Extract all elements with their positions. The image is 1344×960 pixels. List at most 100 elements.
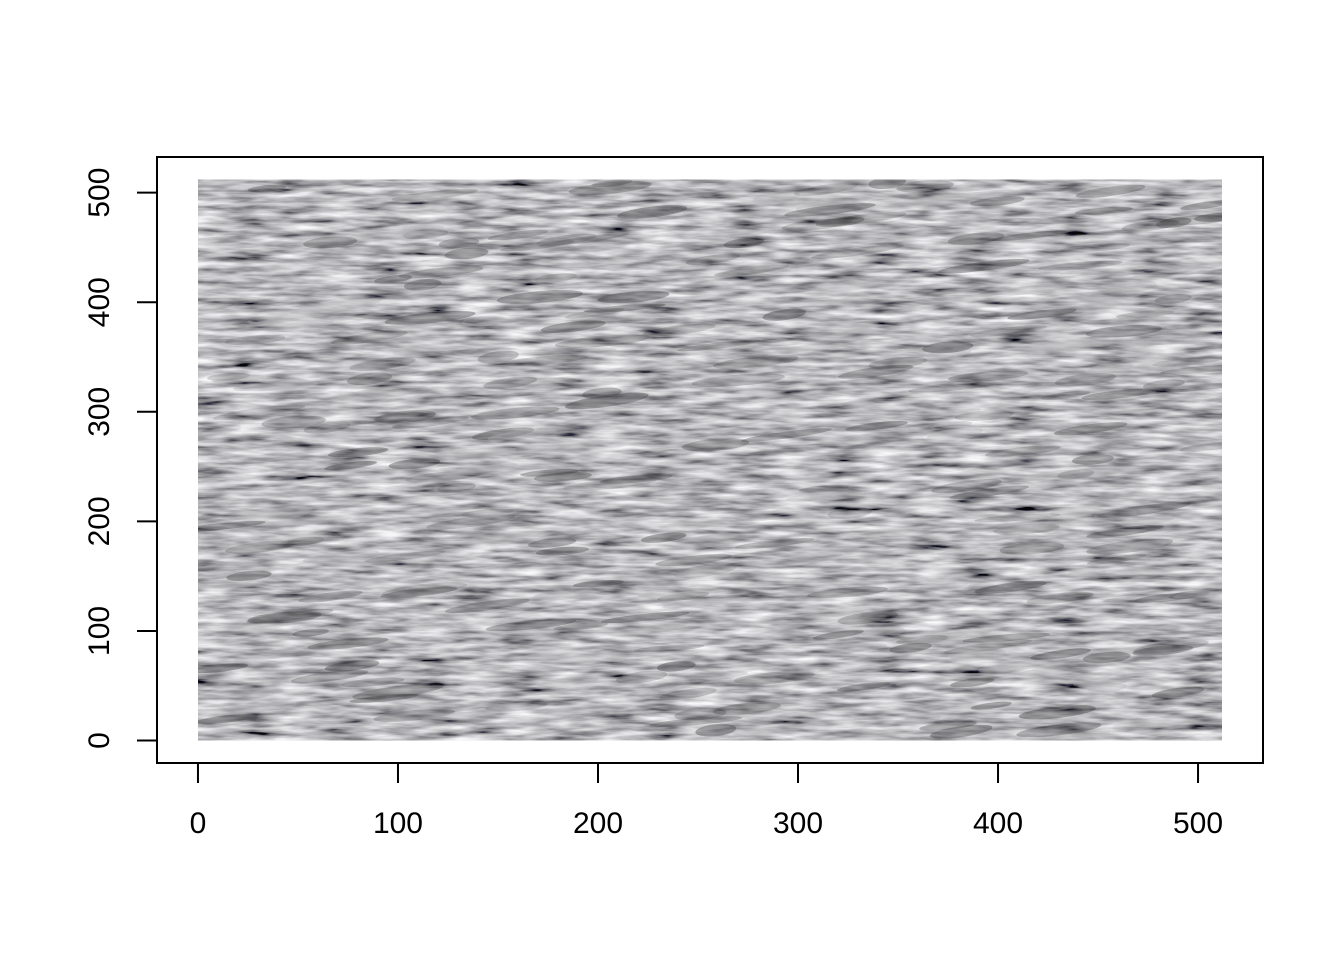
weave-stitch — [470, 406, 560, 420]
y-tick-label: 100 — [83, 606, 116, 656]
weave-stitch — [223, 701, 297, 714]
weave-stitch — [247, 184, 287, 193]
weave-stitch — [583, 303, 666, 313]
weave-stitch — [950, 677, 995, 688]
weave-stitch — [1003, 298, 1055, 311]
weave-stitch — [821, 228, 903, 243]
weave-stitch — [324, 460, 377, 471]
weave-stitch — [517, 377, 579, 388]
weave-stitch — [1081, 388, 1156, 400]
weave-stitch — [930, 471, 1001, 486]
weave-stitch — [318, 358, 401, 372]
y-tick-label: 200 — [83, 496, 116, 546]
weave-stitch — [1031, 517, 1115, 530]
weave-stitch — [726, 662, 767, 673]
weave-stitch — [867, 192, 957, 207]
weave-stitch — [233, 648, 313, 662]
weave-stitch — [1121, 219, 1180, 232]
weave-stitch — [381, 582, 468, 597]
weave-stitch — [273, 233, 358, 246]
weave-stitch — [203, 728, 243, 737]
weave-stitch — [535, 546, 590, 556]
weave-stitch — [833, 179, 928, 188]
weave-stitch — [233, 380, 318, 392]
x-tick-label: 300 — [773, 807, 823, 840]
weave-stitch — [784, 203, 876, 217]
weave-stitch — [1132, 644, 1194, 656]
weave-stitch — [444, 247, 489, 260]
weave-stitch — [1049, 506, 1103, 518]
weave-stitch — [949, 485, 1029, 499]
weave-stitch — [999, 541, 1065, 555]
weave-stitch — [340, 385, 429, 401]
weave-stitch — [814, 279, 885, 293]
weave-stitch — [211, 374, 265, 384]
weave-stitch — [734, 671, 815, 685]
weave-stitch — [563, 477, 657, 491]
weave-stitch — [197, 302, 236, 312]
weave-stitch — [374, 274, 413, 284]
weave-stitch — [1095, 357, 1173, 370]
weave-stitch — [1173, 586, 1223, 599]
weave-stitch — [868, 356, 928, 369]
weave-stitch — [452, 462, 518, 476]
weave-stitch — [1129, 561, 1195, 576]
y-tick-label: 300 — [83, 387, 116, 437]
weave-stitch — [1085, 325, 1162, 338]
weave-stitch — [391, 416, 470, 429]
weave-stitch — [346, 372, 393, 386]
weave-stitch — [896, 180, 954, 193]
weave-stitch — [621, 568, 699, 582]
weave-stitch — [485, 618, 577, 632]
weave-stitch — [810, 244, 904, 259]
weave-stitch — [637, 587, 719, 598]
weave-stitch — [1101, 280, 1158, 294]
weave-stitch — [520, 468, 580, 477]
weave-stitch — [385, 545, 468, 561]
weave-stitch — [681, 438, 750, 452]
weave-stitch — [510, 228, 553, 239]
weave-stitch — [1088, 682, 1128, 693]
weave-stitch — [827, 507, 872, 520]
weave-stitch — [929, 192, 988, 202]
weave-stitch — [205, 539, 289, 554]
weave-stitch — [487, 428, 557, 442]
weave-stitch — [540, 320, 606, 333]
weave-stitch — [496, 290, 583, 304]
weave-stitch — [712, 701, 781, 716]
weave-stitch — [1051, 466, 1122, 481]
weave-stitch — [1115, 310, 1175, 319]
weave-stitch — [887, 200, 936, 209]
weave-stitch — [1170, 226, 1223, 240]
weave-stitch — [977, 659, 1061, 673]
weave-stitch — [378, 703, 462, 717]
weave-stitch — [398, 266, 484, 279]
weave-stitch — [1093, 507, 1137, 521]
weave-stitch — [319, 372, 368, 385]
weave-stitch — [527, 537, 577, 548]
weave-stitch — [457, 274, 525, 285]
weave-stitch — [1059, 243, 1130, 253]
weave-stitch — [1142, 379, 1185, 390]
weave-stitch — [1119, 515, 1176, 527]
weave-stitch — [608, 621, 687, 637]
weave-stitch — [1121, 235, 1189, 246]
weave-stitch — [1086, 524, 1165, 538]
weave-stitch — [569, 314, 662, 325]
weave-stitch — [535, 347, 616, 361]
weave-stitch — [1124, 294, 1171, 307]
weave-stitch — [815, 216, 865, 228]
weave-stitch — [781, 218, 852, 231]
weave-stitch — [1027, 728, 1112, 741]
weave-stitch — [599, 474, 673, 484]
weave-stitch — [505, 624, 562, 636]
weave-stitch — [572, 580, 625, 588]
weave-stitch — [1087, 362, 1134, 375]
weave-stitch — [907, 383, 994, 393]
weave-stitch — [1076, 566, 1164, 578]
weave-stitch — [289, 298, 382, 315]
weave-stitch — [1016, 339, 1094, 353]
weave-stitch — [1023, 492, 1064, 502]
weave-stitch — [662, 596, 747, 609]
weave-stitch — [401, 220, 454, 231]
